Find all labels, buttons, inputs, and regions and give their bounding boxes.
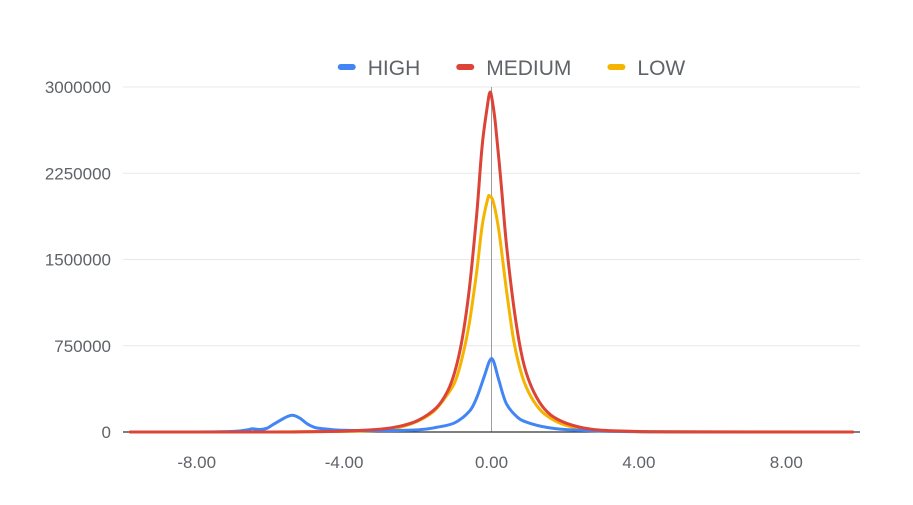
x-axis-tick-labels: -8.00 -4.00 0.00 4.00 8.00 <box>177 453 803 472</box>
y-tick-label: 1500000 <box>45 251 111 270</box>
x-tick-label: -8.00 <box>177 453 216 472</box>
legend-item-medium[interactable]: MEDIUM <box>456 57 571 80</box>
series-line-medium <box>128 90 855 434</box>
y-tick-label: 3000000 <box>45 78 111 97</box>
x-tick-label: -4.00 <box>325 453 364 472</box>
y-tick-label: 0 <box>102 423 111 442</box>
legend-swatch <box>607 64 626 70</box>
legend[interactable]: HIGH MEDIUM LOW <box>337 57 686 80</box>
y-tick-label: 2250000 <box>45 164 111 183</box>
legend-label: MEDIUM <box>486 57 571 80</box>
legend-swatch <box>337 64 356 70</box>
y-axis-tick-labels: 0 750000 1500000 2250000 3000000 <box>45 78 111 442</box>
y-tick-label: 750000 <box>54 337 111 356</box>
legend-item-high[interactable]: HIGH <box>337 57 421 80</box>
legend-swatch <box>456 64 475 70</box>
series-lines <box>128 90 855 434</box>
x-tick-label: 8.00 <box>770 453 803 472</box>
x-tick-label: 4.00 <box>622 453 655 472</box>
series-line-high <box>128 356 855 434</box>
legend-label: LOW <box>637 57 685 80</box>
legend-label: HIGH <box>368 57 421 80</box>
legend-item-low[interactable]: LOW <box>607 57 685 80</box>
x-tick-label: 0.00 <box>475 453 508 472</box>
